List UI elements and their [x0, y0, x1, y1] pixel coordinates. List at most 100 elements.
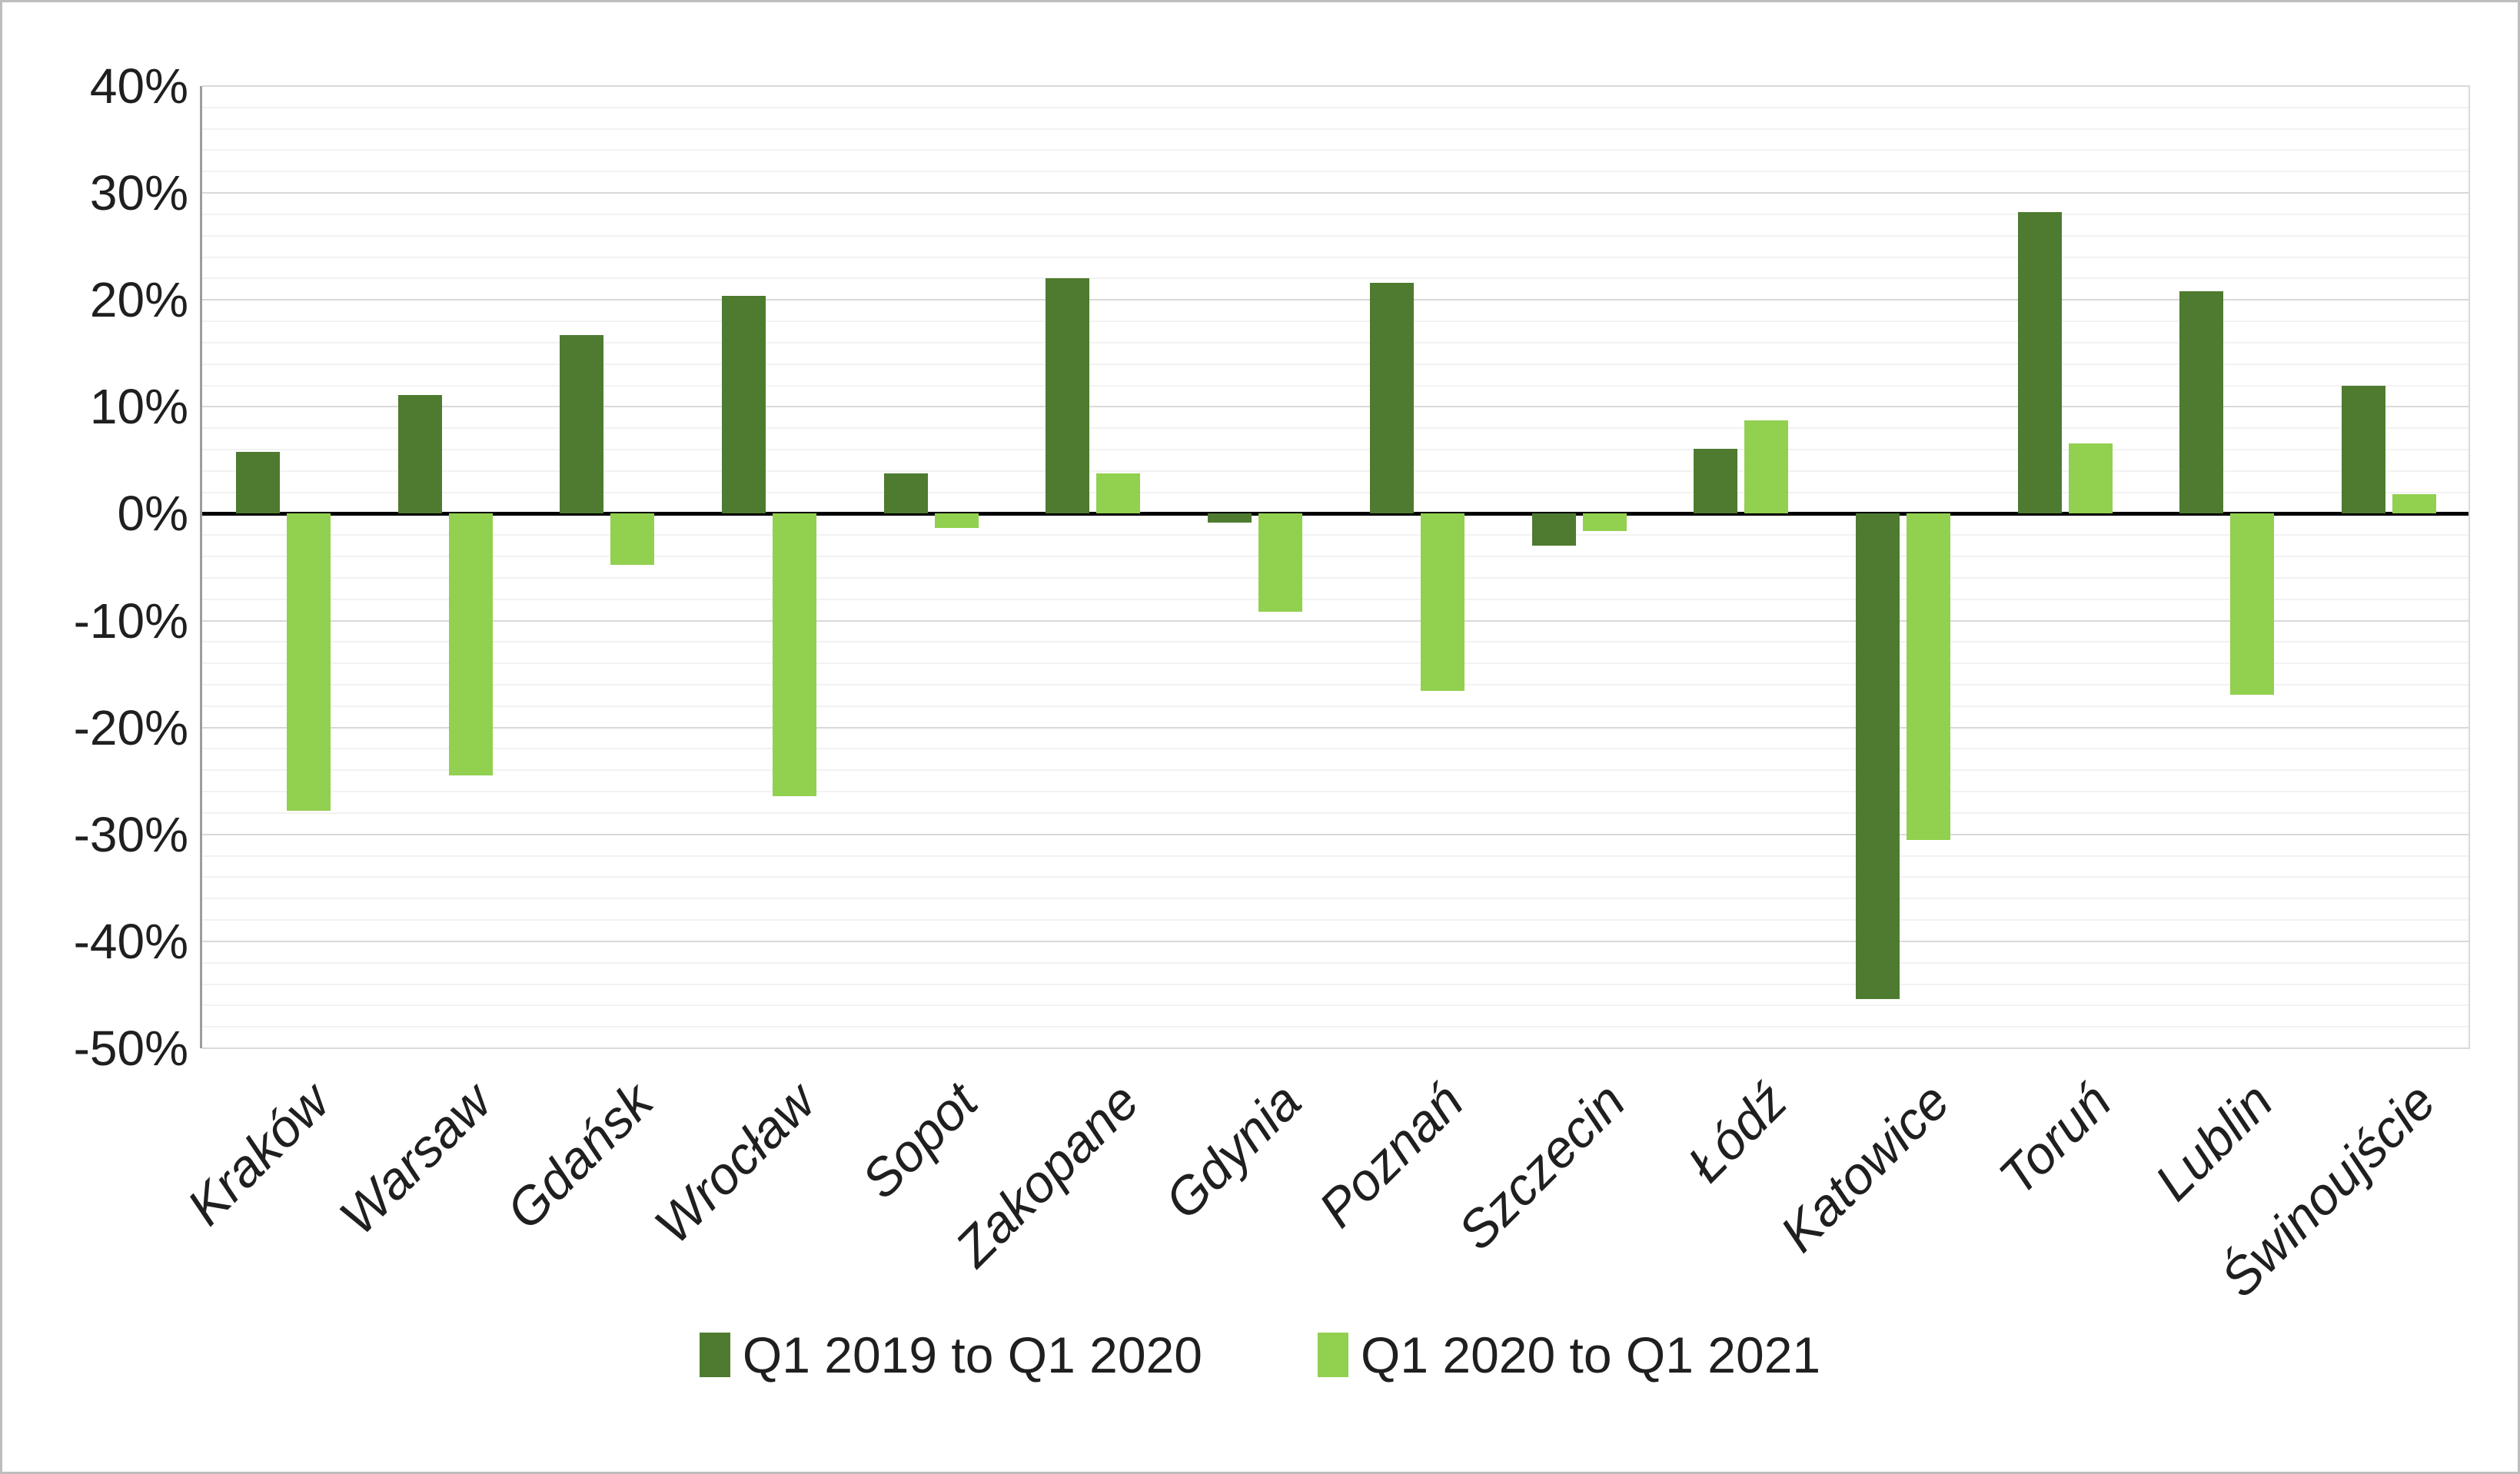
y-tick-label--10pct: -10% [73, 593, 188, 649]
plot-right-border [2468, 86, 2470, 1048]
legend-item-series-1: Q1 2019 to Q1 2020 [699, 1326, 1202, 1383]
legend-label-series-2: Q1 2020 to Q1 2021 [1361, 1326, 1821, 1383]
bar-sopot-series-1 [883, 473, 928, 514]
minor-gridline--4 [202, 556, 2470, 558]
minor-gridline--44 [202, 983, 2470, 985]
major-gridline--20 [202, 726, 2470, 729]
minor-gridline--6 [202, 576, 2470, 579]
minor-gridline-38 [202, 106, 2470, 108]
minor-gridline--46 [202, 1004, 2470, 1007]
major-gridline-30 [202, 192, 2470, 194]
bar-toruń-series-2 [2068, 443, 2113, 514]
bar-łódź-series-2 [1744, 420, 1789, 514]
bar-poznań-series-1 [1369, 282, 1414, 514]
x-label-katowice: Katowice [1769, 1071, 1960, 1263]
bar-sopot-series-2 [934, 513, 979, 528]
bar-gdynia-series-2 [1258, 513, 1303, 613]
major-gridline--10 [202, 619, 2470, 622]
major-gridline--50 [202, 1047, 2470, 1049]
legend-label-series-1: Q1 2019 to Q1 2020 [742, 1326, 1202, 1383]
y-tick-label--40pct: -40% [73, 913, 188, 969]
minor-gridline--22 [202, 748, 2470, 750]
bar-świnoujście-series-2 [2392, 494, 2437, 514]
minor-gridline--32 [202, 855, 2470, 857]
bar-łódź-series-1 [1694, 448, 1738, 514]
minor-gridline--8 [202, 598, 2470, 600]
bar-zakopane-series-2 [1096, 473, 1141, 514]
major-gridline-40 [202, 85, 2470, 87]
legend-swatch-light-green [1318, 1333, 1348, 1377]
bar-lublin-series-2 [2230, 513, 2275, 695]
bar-katowice-series-1 [1856, 513, 1900, 999]
minor-gridline-16 [202, 341, 2470, 344]
legend: Q1 2019 to Q1 2020 Q1 2020 to Q1 2021 [2, 1313, 2518, 1397]
x-label-toruń: Toruń [1987, 1071, 2123, 1207]
minor-gridline-22 [202, 277, 2470, 280]
x-label-szczecin: Szczecin [1447, 1071, 1637, 1261]
zero-axis-line [202, 511, 2470, 516]
x-label-warsaw: Warsaw [327, 1071, 503, 1247]
minor-gridline-32 [202, 171, 2470, 173]
minor-gridline-12 [202, 384, 2470, 387]
minor-gridline--26 [202, 791, 2470, 793]
x-label-wrocław: Wrocław [643, 1071, 826, 1255]
x-label-gdańsk: Gdańsk [495, 1071, 665, 1241]
minor-gridline-14 [202, 363, 2470, 365]
minor-gridline--14 [202, 662, 2470, 665]
plot-area [202, 85, 2470, 1049]
bar-szczecin-series-2 [1582, 513, 1627, 531]
y-tick-label--30pct: -30% [73, 806, 188, 862]
minor-gridline--16 [202, 684, 2470, 686]
minor-gridline--38 [202, 919, 2470, 921]
bar-świnoujście-series-1 [2342, 385, 2386, 514]
y-tick-label--50pct: -50% [73, 1021, 188, 1076]
x-label-poznań: Poznań [1307, 1071, 1474, 1239]
bar-gdynia-series-1 [1208, 513, 1252, 523]
bar-gdańsk-series-2 [610, 513, 655, 566]
minor-gridline--42 [202, 961, 2470, 964]
bar-szczecin-series-1 [1531, 513, 1576, 546]
x-label-lublin: Lublin [2144, 1071, 2285, 1212]
minor-gridline-26 [202, 234, 2470, 237]
minor-gridline--2 [202, 534, 2470, 536]
y-tick-label-40pct: 40% [89, 58, 188, 114]
minor-gridline--34 [202, 876, 2470, 878]
major-gridline--30 [202, 833, 2470, 835]
minor-gridline-34 [202, 149, 2470, 151]
minor-gridline-4 [202, 470, 2470, 472]
bar-katowice-series-2 [1907, 513, 1950, 840]
x-label-kraków: Kraków [175, 1071, 341, 1237]
major-gridline-20 [202, 299, 2470, 301]
y-tick-label-30pct: 30% [89, 165, 188, 221]
bar-warsaw-series-1 [397, 395, 442, 514]
legend-swatch-dark-green [699, 1333, 730, 1377]
bar-poznań-series-2 [1420, 513, 1464, 692]
y-tick-label-20pct: 20% [89, 272, 188, 328]
minor-gridline--28 [202, 812, 2470, 814]
bar-wrocław-series-2 [773, 513, 816, 796]
minor-gridline-6 [202, 448, 2470, 450]
y-tick-label--20pct: -20% [73, 699, 188, 755]
bar-kraków-series-2 [286, 513, 331, 812]
minor-gridline--24 [202, 769, 2470, 772]
major-gridline-10 [202, 406, 2470, 408]
bar-toruń-series-1 [2017, 212, 2062, 514]
minor-gridline--36 [202, 898, 2470, 900]
minor-gridline-8 [202, 427, 2470, 430]
bar-kraków-series-1 [235, 451, 280, 514]
x-label-gdynia: Gdynia [1153, 1071, 1313, 1230]
minor-gridline--18 [202, 705, 2470, 707]
minor-gridline--12 [202, 641, 2470, 643]
bar-zakopane-series-1 [1046, 278, 1090, 514]
x-label-łódź: Łódź [1677, 1071, 1799, 1193]
minor-gridline-18 [202, 320, 2470, 323]
bar-wrocław-series-1 [722, 295, 766, 514]
bar-gdańsk-series-1 [560, 335, 604, 514]
minor-gridline-28 [202, 213, 2470, 215]
major-gridline--40 [202, 940, 2470, 942]
y-tick-label-10pct: 10% [89, 379, 188, 435]
minor-gridline-2 [202, 491, 2470, 493]
y-axis-line [200, 86, 202, 1048]
bar-lublin-series-1 [2179, 291, 2224, 514]
